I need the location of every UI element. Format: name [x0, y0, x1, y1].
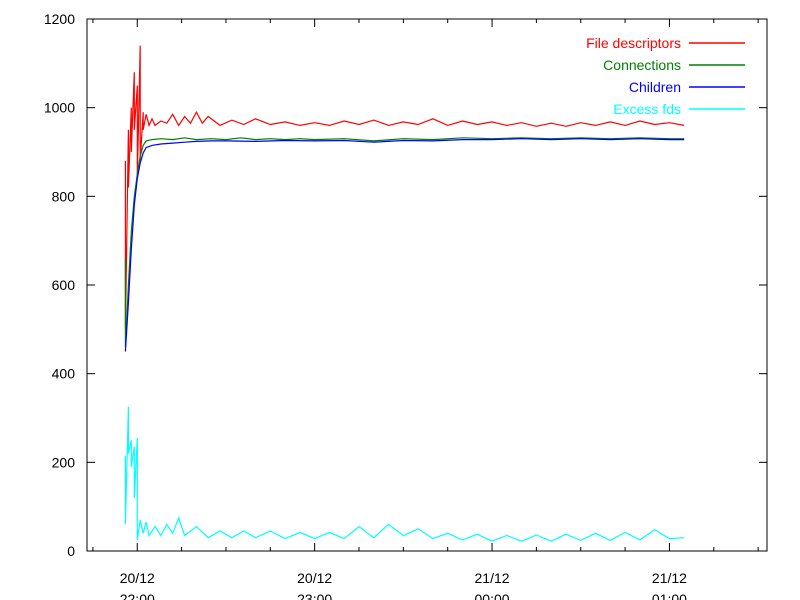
legend: File descriptors Connections Children Exces…: [586, 35, 745, 117]
y-tick-label: 1200: [44, 11, 75, 27]
x-tick-label-date: 20/12: [297, 570, 332, 586]
series-line-connections: [124, 137, 685, 348]
legend-label: File descriptors: [586, 35, 681, 51]
legend-label: Children: [629, 79, 681, 95]
y-tick-label: 400: [52, 366, 76, 382]
x-tick-label-hour: 00:00: [475, 591, 510, 600]
series-line-excess-fds: [124, 406, 685, 542]
legend-label: Excess fds: [613, 101, 681, 117]
axes: 0 200 400 600 800 1000 1200 20/12 22:00 20/12 23:0…: [44, 11, 768, 600]
y-tick-label: 800: [52, 188, 76, 204]
series-line-children: [124, 138, 685, 352]
x-tick-label-hour: 22:00: [120, 591, 155, 600]
x-tick-label-date: 21/12: [475, 570, 510, 586]
y-tick-label: 600: [52, 277, 76, 293]
series-line-file-descriptors: [124, 45, 685, 330]
series-layer: [124, 45, 685, 542]
y-tick-label: 0: [67, 543, 75, 559]
x-tick-label-date: 21/12: [652, 570, 687, 586]
x-tick-label-date: 20/12: [120, 570, 155, 586]
x-tick-label-hour: 23:00: [297, 591, 332, 600]
legend-label: Connections: [603, 57, 681, 73]
x-tick-label-hour: 01:00: [652, 591, 687, 600]
y-tick-label: 200: [52, 454, 76, 470]
y-tick-label: 1000: [44, 100, 75, 116]
